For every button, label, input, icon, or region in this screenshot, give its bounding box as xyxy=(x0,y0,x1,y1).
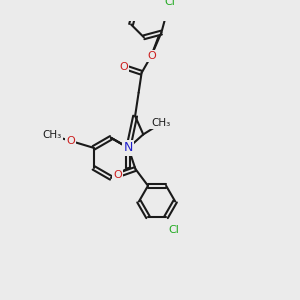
Text: Cl: Cl xyxy=(164,0,175,7)
Text: O: O xyxy=(119,62,128,72)
Text: O: O xyxy=(113,170,122,180)
Text: CH₃: CH₃ xyxy=(43,130,62,140)
Text: O: O xyxy=(67,136,75,146)
Text: Cl: Cl xyxy=(168,225,179,236)
Text: O: O xyxy=(147,51,156,61)
Text: N: N xyxy=(124,141,133,154)
Text: CH₃: CH₃ xyxy=(152,118,171,128)
